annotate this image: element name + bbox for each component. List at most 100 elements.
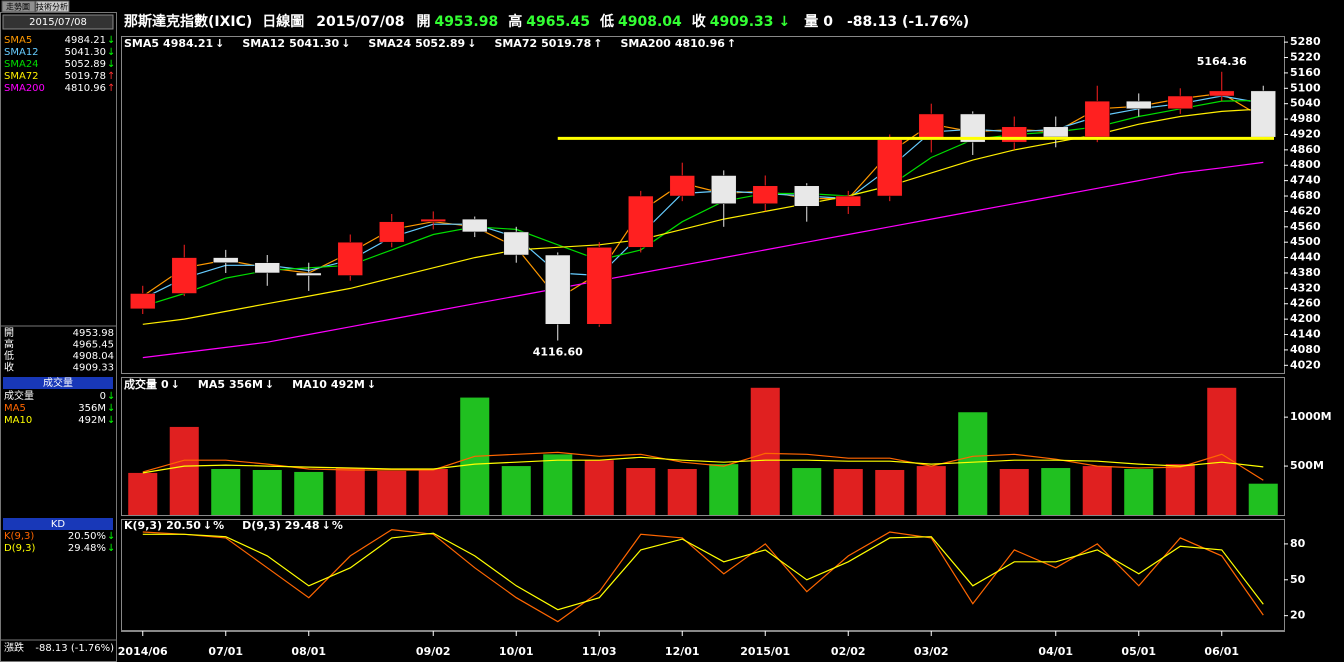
tab-label[interactable]: 技術分析 [36,2,68,12]
open-label: 開 [416,14,430,30]
candle-body [669,175,695,197]
legend-value: 4810.96 [675,37,725,50]
row-arrow: ↓ [107,415,115,426]
volume-bar [833,469,863,515]
annotation: 4116.60 [533,346,583,359]
price-panel [121,36,1285,374]
change-value: -88.13 (-1.76%) [35,643,114,654]
y-tick-label: 4740 [1290,174,1321,187]
y-tick-label: 5040 [1290,97,1321,110]
row-value: 4965.45 [73,340,114,351]
legend-name: D(9,3) [242,519,281,532]
volume-bar [1207,387,1237,515]
candle-body [918,113,944,140]
volume-label: 量 [804,14,818,30]
y-tick-label: 4620 [1290,204,1321,217]
volume-panel [121,377,1285,516]
volume-bar [750,387,780,515]
row-label: 開 [4,327,14,339]
high-value: 4965.45 [526,14,590,30]
legend-arrow: ↓ [467,37,476,50]
tab[interactable] [1,0,36,13]
volume-bar [958,412,988,515]
row-label: MA5 [4,403,26,414]
series-line [142,456,1264,474]
volume-bar [252,469,282,515]
candle-body [1043,126,1069,138]
legend-unit: % [213,519,224,532]
y-tick-label: 4980 [1290,112,1321,125]
row-label: SMA72 [4,71,39,82]
volume-bar [1165,464,1195,515]
candle-body [711,175,737,204]
candle-body [752,185,778,204]
row-value: 5052.89 [65,59,106,70]
legend-arrow: ↓ [322,519,331,532]
row-label: 低 [4,349,14,362]
candle-body [337,241,363,276]
close-label: 收 [692,13,707,30]
legend-value: 5052.89 [415,37,465,50]
legend-arrow: ↓ [265,378,274,391]
candle-body [254,262,280,274]
y-tick-label: 80 [1290,537,1306,550]
x-tick-label: 05/01 [1121,645,1156,658]
row-value: 20.50% [68,531,106,542]
tab[interactable] [35,0,70,13]
legend-value: 20.50 [166,519,201,532]
volume-bar [584,460,614,515]
y-tick-label: 4800 [1290,158,1321,171]
y-tick-label: 4920 [1290,127,1321,140]
y-tick-label: 4560 [1290,220,1321,233]
section-title-bg [3,518,113,530]
row-arrow: ↑ [107,71,115,82]
y-tick-label: 4020 [1290,358,1321,371]
kd-panel [121,519,1285,631]
tab-label[interactable]: 走勢圖 [6,2,30,12]
candle-body [545,254,571,325]
y-tick-label: 4440 [1290,251,1321,264]
section-title: 成交量 [43,376,73,389]
open-value: 4953.98 [434,14,498,30]
legend-name: SMA72 [494,37,537,50]
x-tick-label: 12/01 [665,645,700,658]
legend-value: 5041.30 [289,37,339,50]
row-value: 356M [78,403,106,414]
volume-bar [543,454,573,515]
legend-name: SMA5 [124,37,159,50]
candle-body [1209,90,1235,97]
volume-bar [501,466,531,515]
legend-unit: % [332,519,343,532]
close-arrow: ↓ [779,14,791,30]
x-tick-label: 11/03 [582,645,617,658]
section-title-bg [3,377,113,389]
header-date: 2015/07/08 [316,14,404,30]
row-value: 4953.98 [73,328,114,339]
row-value: 5019.78 [65,71,106,82]
legend-arrow: ↓ [215,37,224,50]
row-value: 4984.21 [65,35,106,46]
x-tick-label: 06/01 [1204,645,1239,658]
row-arrow: ↓ [107,35,115,46]
legend-arrow: ↑ [593,37,602,50]
y-tick-label: 4860 [1290,143,1321,156]
legend-arrow: ↓ [203,519,212,532]
volume-bar [875,469,905,515]
volume-bar [169,426,199,515]
volume-bar [999,469,1029,515]
y-tick-label: 4200 [1290,312,1321,325]
legend-name: K(9,3) [124,519,162,532]
y-tick-label: 20 [1290,609,1306,622]
candle-body [835,195,861,207]
row-label: K(9,3) [4,531,34,542]
row-arrow: ↓ [107,543,115,554]
x-tick-label: 07/01 [208,645,243,658]
candle-body [296,272,322,276]
candle-body [1126,100,1152,110]
candle-body [420,218,446,222]
volume-bar [211,469,241,515]
candle-body [628,195,654,248]
candle-body [1167,95,1193,110]
